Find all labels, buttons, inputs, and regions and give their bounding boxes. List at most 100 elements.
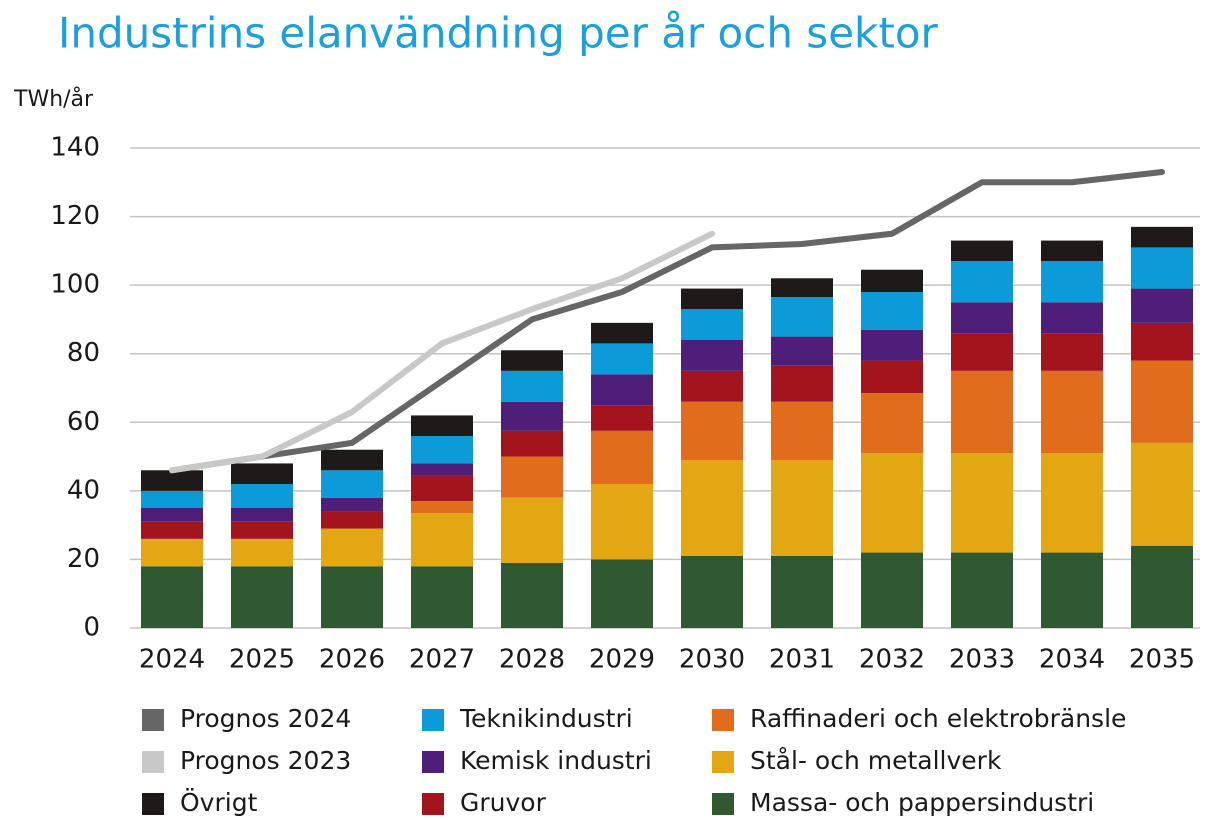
x-tick-label: 2034 — [1039, 645, 1105, 675]
bar-segment — [771, 401, 833, 460]
legend-label: Prognos 2023 — [180, 746, 351, 775]
bar-segment — [411, 513, 473, 567]
x-tick-label: 2030 — [679, 645, 745, 675]
legend-swatch — [142, 751, 164, 773]
legend-swatch — [422, 709, 444, 731]
bar-segment — [1131, 360, 1193, 443]
bar-segment — [591, 405, 653, 431]
bar-segment — [321, 511, 383, 529]
bar-segment — [591, 430, 653, 484]
bar-segment — [861, 329, 923, 361]
line-series — [169, 169, 1165, 474]
bar-segment — [501, 562, 563, 628]
y-tick-label: 0 — [83, 613, 100, 643]
legend-swatch — [142, 793, 164, 815]
bar-segment — [501, 370, 563, 402]
legend-swatch — [142, 709, 164, 731]
bar-segment — [771, 297, 833, 337]
x-tick-label: 2027 — [409, 645, 475, 675]
x-tick-label: 2032 — [859, 645, 925, 675]
legend-label: Stål- och metallverk — [750, 746, 1002, 775]
bar-segment — [591, 559, 653, 628]
legend-label: Kemisk industri — [460, 746, 652, 775]
bar-segment — [1041, 302, 1103, 334]
bar-segment — [411, 501, 473, 514]
bar-segment — [231, 508, 293, 522]
bar-segment — [1131, 442, 1193, 546]
bar-segment — [591, 374, 653, 406]
bar-segment — [771, 278, 833, 298]
bar-segment — [681, 288, 743, 310]
bar-segment — [321, 449, 383, 471]
bar-segment — [411, 475, 473, 502]
bar-segment — [231, 521, 293, 539]
bar-segment — [591, 484, 653, 560]
bar-segment — [231, 538, 293, 567]
bar-segment — [231, 566, 293, 628]
bar-segment — [411, 436, 473, 464]
x-tick-label: 2024 — [139, 645, 205, 675]
y-axis-label: TWh/år — [13, 86, 94, 112]
bar-segment — [861, 552, 923, 628]
bar-segment — [951, 261, 1013, 303]
bar-segment — [771, 336, 833, 366]
bar-segment — [681, 460, 743, 556]
bar-segment — [501, 350, 563, 371]
bar-segment — [771, 460, 833, 556]
line-series — [169, 230, 715, 474]
bar-segment — [1131, 226, 1193, 248]
bar-segment — [861, 269, 923, 292]
bar-segment — [411, 415, 473, 436]
bar-segment — [1041, 261, 1103, 303]
x-tick-label: 2029 — [589, 645, 655, 675]
y-tick-label: 100 — [50, 270, 100, 300]
x-tick-label: 2026 — [319, 645, 385, 675]
bar-segment — [1131, 322, 1193, 361]
legend-label: Massa- och pappersindustri — [750, 788, 1094, 817]
bar-segment — [681, 556, 743, 628]
bar-segment — [501, 401, 563, 431]
bar-segment — [681, 340, 743, 371]
bar-segment — [1041, 552, 1103, 628]
bar-segment — [1131, 288, 1193, 323]
bar-segment — [951, 240, 1013, 262]
bar-segment — [951, 302, 1013, 334]
legend-label: Gruvor — [460, 788, 547, 817]
bar-segment — [411, 566, 473, 628]
legend-swatch — [712, 751, 734, 773]
bar-segment — [1131, 545, 1193, 628]
bar-segment — [591, 343, 653, 375]
y-tick-label: 140 — [50, 133, 100, 163]
bar-segment — [681, 370, 743, 402]
bar-segment — [501, 456, 563, 498]
bar-segment — [411, 463, 473, 476]
bar-segment — [951, 370, 1013, 454]
bar-segment — [771, 365, 833, 402]
bar-segment — [951, 453, 1013, 553]
bar-segment — [861, 393, 923, 454]
x-tick-label: 2031 — [769, 645, 835, 675]
bar-segment — [141, 508, 203, 522]
bar-segment — [1041, 370, 1103, 454]
bar-segment — [501, 497, 563, 563]
y-tick-label: 80 — [67, 338, 100, 368]
bar-segment — [1131, 247, 1193, 289]
bar-segment — [1041, 240, 1103, 262]
bar-segment — [951, 552, 1013, 628]
bar-segment — [861, 453, 923, 553]
legend-swatch — [422, 793, 444, 815]
bar-segment — [141, 490, 203, 508]
legend-label: Teknikindustri — [459, 704, 633, 733]
bar-segment — [321, 528, 383, 567]
bar-segment — [951, 333, 1013, 371]
legend-swatch — [422, 751, 444, 773]
bar-segment — [771, 556, 833, 628]
legend-label: Övrigt — [180, 788, 258, 817]
bar-segment — [591, 322, 653, 344]
bar-segment — [1041, 333, 1103, 371]
bar-segment — [141, 538, 203, 567]
bar-segment — [861, 360, 923, 394]
chart-title: Industrins elanvändning per år och sekto… — [58, 9, 939, 58]
y-tick-label: 20 — [67, 544, 100, 574]
bar-segment — [681, 309, 743, 340]
